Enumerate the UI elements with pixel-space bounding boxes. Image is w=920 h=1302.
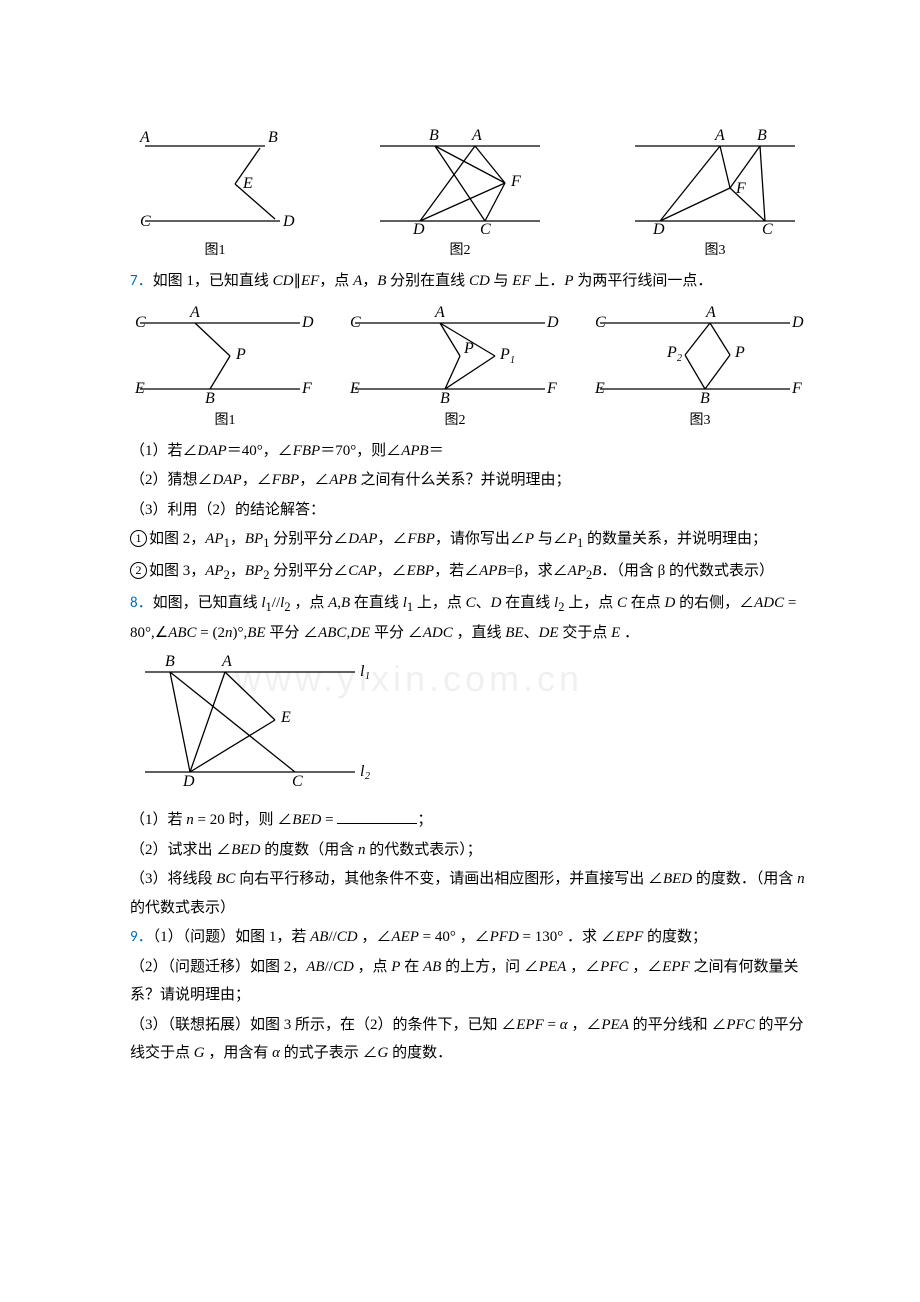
q8-sub3: （3）将线段 BC 向右平行移动，其他条件不变，请画出相应图形，并直接写出 ∠B… bbox=[130, 865, 810, 922]
q9-p2: （2）（问题迁移）如图 2，AB//CD ，点 P 在 AB 的上方，问 ∠PE… bbox=[130, 953, 810, 1010]
q7-stem-text: 如图 1，已知直线 CD∥EF，点 A，B 分别在直线 CD 与 EF 上．P … bbox=[153, 273, 713, 289]
q8-sub1: （1）若 n = 20 时，则 ∠BED = ； bbox=[130, 806, 810, 835]
figure-top-3: A B D C F 图3 bbox=[620, 126, 810, 265]
q8-stem: 8．如图，已知直线 l1//l2 ，点 A,B 在直线 l1 上，点 C、D 在… bbox=[130, 589, 810, 648]
svg-text:A: A bbox=[139, 129, 150, 146]
figure-top-1: A B C D E 图1 bbox=[130, 126, 300, 265]
svg-text:D: D bbox=[652, 221, 665, 236]
svg-text:P: P bbox=[499, 346, 510, 363]
figure-top-2: B A D C F 图2 bbox=[365, 126, 555, 265]
svg-text:C: C bbox=[135, 314, 146, 331]
circle-1-icon: 1 bbox=[130, 530, 147, 547]
figure-row-q7: C A D E B F P 图1 C A D E B F P bbox=[130, 301, 810, 435]
svg-text:E: E bbox=[594, 380, 605, 397]
svg-text:F: F bbox=[546, 380, 557, 397]
svg-text:D: D bbox=[546, 314, 559, 331]
q7-sub3: （3）利用（2）的结论解答： bbox=[130, 496, 810, 525]
svg-text:1: 1 bbox=[365, 671, 370, 682]
figcap-top-3: 图3 bbox=[620, 238, 810, 265]
q7-circle1: 1如图 2，AP1，BP1 分别平分∠DAP，∠FBP，请你写出∠P 与∠P1 … bbox=[130, 525, 810, 556]
figcap-top-2: 图2 bbox=[365, 238, 555, 265]
figcap-q7-2: 图2 bbox=[345, 408, 565, 435]
svg-text:F: F bbox=[791, 380, 802, 397]
blank-line bbox=[337, 809, 417, 824]
svg-text:E: E bbox=[134, 380, 145, 397]
svg-text:P: P bbox=[734, 344, 745, 361]
svg-text:2: 2 bbox=[365, 771, 370, 782]
svg-text:B: B bbox=[429, 127, 439, 144]
svg-text:A: A bbox=[221, 653, 232, 670]
q8-sub2: （2）试求出 ∠BED 的度数（用含 n 的代数式表示）； bbox=[130, 836, 810, 865]
svg-text:A: A bbox=[471, 127, 482, 144]
figcap-q7-1: 图1 bbox=[130, 408, 320, 435]
svg-text:P: P bbox=[463, 340, 474, 357]
q9-p3: （3）（联想拓展）如图 3 所示，在（2）的条件下，已知 ∠EPF = α ，∠… bbox=[130, 1011, 810, 1068]
q9-number: 9． bbox=[130, 928, 153, 946]
q8-number: 8． bbox=[130, 594, 153, 612]
svg-text:B: B bbox=[268, 129, 278, 146]
svg-text:A: A bbox=[714, 127, 725, 144]
svg-text:C: C bbox=[762, 221, 773, 236]
circle-2-icon: 2 bbox=[130, 562, 147, 579]
svg-text:D: D bbox=[301, 314, 314, 331]
figure-q7-1: C A D E B F P 图1 bbox=[130, 301, 320, 435]
svg-text:P: P bbox=[666, 344, 677, 361]
svg-text:F: F bbox=[301, 380, 312, 397]
figcap-q7-3: 图3 bbox=[590, 408, 810, 435]
figure-q7-2: C A D E B F P P1 图2 bbox=[345, 301, 565, 435]
svg-text:E: E bbox=[242, 175, 253, 192]
svg-text:P: P bbox=[235, 346, 246, 363]
svg-text:A: A bbox=[434, 304, 445, 321]
q7-stem: 7．如图 1，已知直线 CD∥EF，点 A，B 分别在直线 CD 与 EF 上．… bbox=[130, 267, 810, 296]
svg-text:B: B bbox=[700, 390, 710, 406]
svg-text:D: D bbox=[182, 773, 195, 790]
svg-text:F: F bbox=[510, 173, 521, 190]
q7-sub2: （2）猜想∠DAP，∠FBP，∠APB 之间有什么关系？并说明理由； bbox=[130, 466, 810, 495]
q7-number: 7． bbox=[130, 272, 153, 290]
svg-text:F: F bbox=[735, 180, 746, 197]
svg-text:C: C bbox=[292, 773, 303, 790]
q7-circle2: 2如图 3，AP2，BP2 分别平分∠CAP，∠EBP，若∠APB=β，求∠AP… bbox=[130, 557, 810, 588]
svg-text:C: C bbox=[595, 314, 606, 331]
svg-text:A: A bbox=[705, 304, 716, 321]
q9-p1: 9．（1）（问题）如图 1，若 AB//CD ，∠AEP = 40° ，∠PFD… bbox=[130, 923, 810, 952]
svg-text:D: D bbox=[282, 213, 295, 230]
q9-p1-text: （1）（问题）如图 1，若 AB//CD ，∠AEP = 40° ，∠PFD =… bbox=[153, 929, 707, 945]
q8-sub1-text: （1）若 n = 20 时，则 ∠BED = bbox=[130, 812, 337, 828]
svg-text:B: B bbox=[757, 127, 767, 144]
svg-text:B: B bbox=[440, 390, 450, 406]
figure-q8: B A l1 D C l2 E bbox=[130, 652, 810, 803]
svg-text:A: A bbox=[189, 304, 200, 321]
svg-text:E: E bbox=[349, 380, 360, 397]
figcap-top-1: 图1 bbox=[130, 238, 300, 265]
q7-c2-text: 如图 3，AP2，BP2 分别平分∠CAP，∠EBP，若∠APB=β，求∠AP2… bbox=[149, 563, 774, 579]
svg-text:B: B bbox=[205, 390, 215, 406]
svg-text:1: 1 bbox=[510, 355, 515, 366]
svg-text:E: E bbox=[280, 709, 291, 726]
svg-text:C: C bbox=[350, 314, 361, 331]
q8-sub1b-text: ； bbox=[417, 812, 432, 828]
q7-c1-text: 如图 2，AP1，BP1 分别平分∠DAP，∠FBP，请你写出∠P 与∠P1 的… bbox=[149, 531, 767, 547]
q7-sub1: （1）若∠DAP＝40°，∠FBP＝70°，则∠APB＝ bbox=[130, 437, 810, 466]
figure-row-top: A B C D E 图1 B A D C F 图2 bbox=[130, 126, 810, 265]
svg-text:D: D bbox=[791, 314, 804, 331]
svg-text:2: 2 bbox=[677, 353, 682, 364]
svg-text:C: C bbox=[480, 221, 491, 236]
svg-text:D: D bbox=[412, 221, 425, 236]
svg-text:C: C bbox=[140, 213, 151, 230]
q8-stem-text: 如图，已知直线 l1//l2 ，点 A,B 在直线 l1 上，点 C、D 在直线… bbox=[130, 595, 796, 642]
figure-q7-3: C A D E B F P P2 图3 bbox=[590, 301, 810, 435]
svg-text:B: B bbox=[165, 653, 175, 670]
